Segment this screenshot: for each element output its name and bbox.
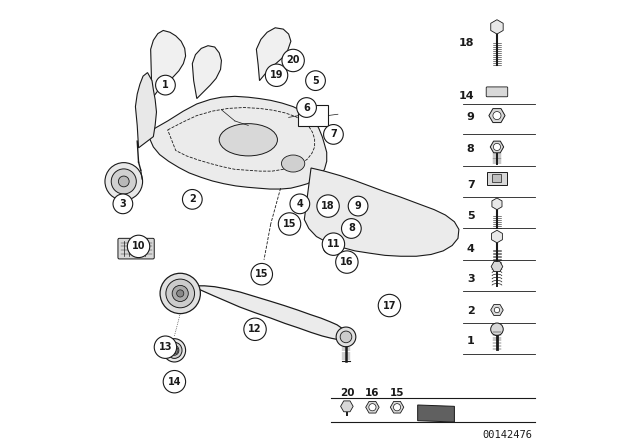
Circle shape	[111, 169, 136, 194]
Polygon shape	[150, 96, 327, 189]
Text: 6: 6	[303, 103, 310, 112]
Ellipse shape	[220, 124, 278, 156]
Text: 8: 8	[348, 224, 355, 233]
Circle shape	[160, 273, 200, 314]
Text: 3: 3	[120, 199, 126, 209]
Circle shape	[282, 49, 305, 72]
Polygon shape	[179, 283, 346, 340]
Text: 8: 8	[467, 144, 475, 154]
Text: 9: 9	[355, 201, 362, 211]
Circle shape	[105, 163, 143, 200]
Circle shape	[493, 143, 500, 151]
Text: 20: 20	[340, 388, 354, 398]
Text: 18: 18	[321, 201, 335, 211]
Text: 7: 7	[467, 180, 475, 190]
Circle shape	[491, 323, 503, 336]
Text: 5: 5	[312, 76, 319, 86]
Ellipse shape	[170, 345, 179, 355]
Bar	[487, 172, 507, 185]
Text: 17: 17	[383, 301, 396, 310]
Bar	[298, 105, 328, 126]
Circle shape	[369, 404, 376, 411]
Circle shape	[278, 213, 301, 235]
Circle shape	[290, 194, 310, 214]
Text: 5: 5	[467, 211, 475, 221]
Circle shape	[166, 279, 195, 308]
Circle shape	[156, 75, 175, 95]
Circle shape	[394, 404, 401, 411]
Text: 14: 14	[168, 377, 181, 387]
FancyBboxPatch shape	[118, 238, 154, 259]
Circle shape	[266, 64, 288, 86]
Circle shape	[163, 370, 186, 393]
Circle shape	[297, 98, 316, 117]
Circle shape	[244, 318, 266, 340]
Polygon shape	[150, 30, 186, 99]
Circle shape	[317, 195, 339, 217]
Text: 7: 7	[330, 129, 337, 139]
Text: 2: 2	[189, 194, 196, 204]
Circle shape	[493, 112, 501, 120]
Text: 14: 14	[459, 91, 475, 101]
Text: 15: 15	[255, 269, 269, 279]
Ellipse shape	[163, 339, 186, 362]
Circle shape	[182, 190, 202, 209]
Text: 3: 3	[467, 274, 475, 284]
Ellipse shape	[167, 342, 182, 358]
Circle shape	[494, 307, 500, 313]
Text: 13: 13	[159, 342, 172, 352]
Circle shape	[323, 233, 344, 255]
Circle shape	[342, 219, 361, 238]
Text: 18: 18	[459, 38, 475, 47]
Ellipse shape	[282, 155, 305, 172]
Text: 16: 16	[365, 388, 380, 398]
Circle shape	[323, 197, 333, 208]
Text: 10: 10	[132, 241, 145, 251]
Polygon shape	[418, 405, 454, 422]
Text: 1: 1	[467, 336, 475, 346]
Circle shape	[336, 327, 356, 347]
Circle shape	[340, 331, 352, 343]
Text: 2: 2	[467, 306, 475, 316]
Polygon shape	[305, 168, 459, 256]
Circle shape	[348, 196, 368, 216]
Circle shape	[336, 251, 358, 273]
Polygon shape	[136, 73, 157, 148]
Text: 12: 12	[248, 324, 262, 334]
Circle shape	[172, 285, 188, 302]
Text: 9: 9	[467, 112, 475, 122]
Text: 15: 15	[283, 219, 296, 229]
Ellipse shape	[324, 244, 336, 254]
Circle shape	[177, 290, 184, 297]
Bar	[493, 174, 502, 182]
FancyBboxPatch shape	[486, 87, 508, 97]
Circle shape	[251, 263, 273, 285]
Circle shape	[127, 235, 150, 258]
Text: 11: 11	[326, 239, 340, 249]
Text: 4: 4	[296, 199, 303, 209]
Circle shape	[324, 125, 343, 144]
Text: 15: 15	[390, 388, 404, 398]
Text: 4: 4	[467, 244, 475, 254]
Circle shape	[378, 294, 401, 317]
Circle shape	[154, 336, 177, 358]
Text: 1: 1	[162, 80, 169, 90]
Text: 20: 20	[286, 56, 300, 65]
Circle shape	[118, 176, 129, 187]
Circle shape	[171, 347, 178, 354]
Text: 16: 16	[340, 257, 354, 267]
Polygon shape	[257, 28, 291, 81]
Circle shape	[306, 71, 325, 90]
Ellipse shape	[285, 215, 294, 224]
Text: 19: 19	[270, 70, 284, 80]
Polygon shape	[192, 46, 221, 99]
Circle shape	[113, 194, 132, 214]
Text: 00142476: 00142476	[483, 430, 533, 439]
